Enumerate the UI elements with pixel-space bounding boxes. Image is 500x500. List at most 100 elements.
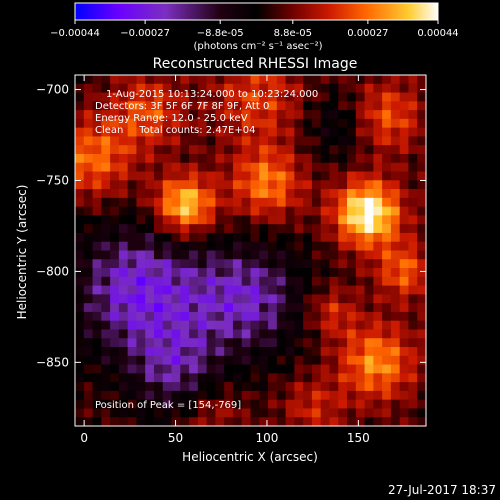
heatmap-cell (92, 162, 102, 173)
heatmap-cell (145, 303, 155, 313)
heatmap-cell (311, 268, 322, 278)
heatmap-cell (320, 153, 331, 164)
heatmap-cell (197, 285, 208, 295)
heatmap-cell (338, 250, 348, 260)
heatmap-cell (206, 162, 217, 173)
heatmap-cell (276, 92, 287, 102)
heatmap-cell (75, 83, 85, 94)
heatmap-cell (162, 180, 173, 190)
heatmap-cell (303, 171, 313, 181)
heatmap-cell (197, 224, 208, 234)
heatmap-cell (136, 382, 146, 392)
heatmap-cell (83, 408, 94, 418)
heatmap-cell (355, 285, 366, 295)
heatmap-cell (399, 347, 410, 357)
heatmap-cell (268, 294, 278, 304)
heatmap-cell (364, 75, 374, 85)
heatmap-cell (338, 162, 348, 173)
heatmap-cell (373, 399, 383, 410)
heatmap-cell (364, 118, 374, 129)
heatmap-cell (347, 224, 357, 234)
heatmap-cell (285, 153, 295, 164)
heatmap-cell (75, 110, 85, 120)
heatmap-cell (355, 180, 366, 190)
heatmap-cell (206, 347, 217, 357)
heatmap-cell (101, 408, 111, 418)
heatmap-cell (285, 364, 295, 374)
heatmap-cell (338, 83, 348, 94)
heatmap-cell (285, 232, 295, 243)
heatmap-cell (417, 136, 427, 146)
heatmap-cell (162, 75, 173, 85)
heatmap-cell (303, 259, 313, 269)
heatmap-cell (259, 294, 269, 304)
heatmap-cell (364, 145, 374, 155)
heatmap-cell (145, 390, 155, 401)
heatmap-cell (206, 215, 217, 225)
heatmap-cell (294, 232, 304, 243)
heatmap-cell (180, 127, 190, 138)
heatmap-cell (399, 373, 410, 383)
heatmap-cell (153, 268, 164, 278)
heatmap-cell (153, 83, 164, 94)
heatmap-cell (285, 127, 295, 138)
heatmap-cell (399, 259, 410, 269)
heatmap-cell (364, 127, 374, 138)
heatmap-cell (206, 364, 217, 374)
heatmap-cell (180, 373, 190, 383)
heatmap-cell (294, 145, 304, 155)
heatmap-cell (408, 399, 418, 410)
heatmap-cell (408, 136, 418, 146)
heatmap-cell (153, 303, 164, 313)
heatmap-cell (118, 127, 129, 138)
heatmap-cell (215, 118, 225, 129)
heatmap-cell (215, 153, 225, 164)
heatmap-cell (153, 276, 164, 287)
heatmap-cell (259, 180, 269, 190)
heatmap-cell (118, 338, 129, 348)
heatmap-cell (241, 127, 252, 138)
heatmap-cell (347, 171, 357, 181)
heatmap-cell (136, 259, 146, 269)
heatmap-cell (259, 83, 269, 94)
heatmap-cell (417, 320, 427, 331)
heatmap-cell (162, 382, 173, 392)
heatmap-cell (347, 153, 357, 164)
heatmap-cell (232, 347, 243, 357)
heatmap-cell (417, 92, 427, 102)
heatmap-cell (250, 145, 260, 155)
heatmap-cell (110, 364, 120, 374)
heatmap-cell (110, 355, 120, 366)
heatmap-cell (180, 206, 190, 217)
heatmap-cell (268, 399, 278, 410)
heatmap-cell (153, 294, 164, 304)
heatmap-cell (268, 136, 278, 146)
heatmap-cell (162, 83, 173, 94)
heatmap-cell (276, 162, 287, 173)
heatmap-cell (268, 197, 278, 208)
heatmap-cell (189, 206, 199, 217)
heatmap-cell (268, 373, 278, 383)
heatmap-cell (417, 153, 427, 164)
axis-ticks: 0 50 100 150−700−750−800−850 (36, 75, 426, 445)
heatmap-cell (373, 355, 383, 366)
heatmap-cell (92, 338, 102, 348)
heatmap-cell (399, 83, 410, 94)
heatmap-cell (294, 303, 304, 313)
heatmap-cell (408, 127, 418, 138)
heatmap-cell (162, 320, 173, 331)
heatmap-cell (276, 250, 287, 260)
heatmap-cell (311, 382, 322, 392)
heatmap-cell (347, 320, 357, 331)
heatmap-cell (338, 180, 348, 190)
heatmap-cell (224, 329, 234, 339)
heatmap-cell (276, 101, 287, 111)
heatmap-cell (294, 215, 304, 225)
heatmap-cell (189, 127, 199, 138)
heatmap-cell (232, 285, 243, 295)
heatmap-cell (390, 285, 401, 295)
heatmap-cell (215, 145, 225, 155)
heatmap-cell (75, 338, 85, 348)
heatmap-cell (382, 197, 392, 208)
heatmap-cell (171, 408, 181, 418)
